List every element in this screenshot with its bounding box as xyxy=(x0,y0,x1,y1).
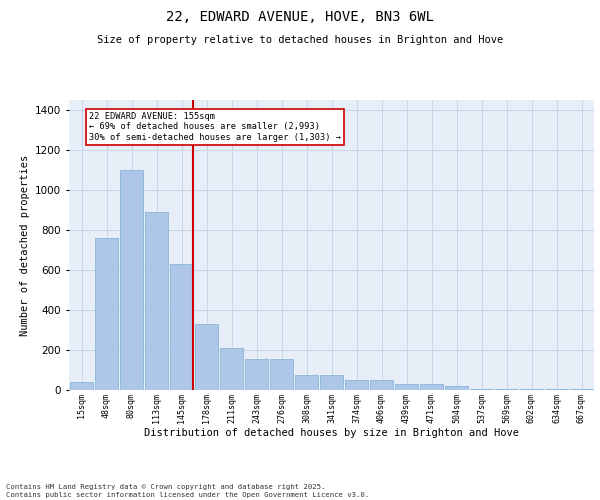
Bar xyxy=(570,389,593,390)
Bar xyxy=(495,389,518,390)
Bar xyxy=(370,380,393,390)
X-axis label: Distribution of detached houses by size in Brighton and Hove: Distribution of detached houses by size … xyxy=(144,428,519,438)
Text: Size of property relative to detached houses in Brighton and Hove: Size of property relative to detached ho… xyxy=(97,35,503,45)
Bar xyxy=(545,389,568,390)
Bar xyxy=(195,324,218,390)
Bar xyxy=(420,384,443,390)
Bar xyxy=(245,359,268,390)
Bar xyxy=(270,359,293,390)
Bar xyxy=(95,238,118,390)
Bar xyxy=(445,386,468,390)
Bar xyxy=(470,389,493,390)
Text: 22, EDWARD AVENUE, HOVE, BN3 6WL: 22, EDWARD AVENUE, HOVE, BN3 6WL xyxy=(166,10,434,24)
Bar xyxy=(70,382,93,390)
Y-axis label: Number of detached properties: Number of detached properties xyxy=(20,154,29,336)
Bar xyxy=(170,264,193,390)
Bar xyxy=(220,348,243,390)
Bar xyxy=(145,212,168,390)
Text: Contains HM Land Registry data © Crown copyright and database right 2025.
Contai: Contains HM Land Registry data © Crown c… xyxy=(6,484,369,498)
Bar xyxy=(295,375,318,390)
Bar xyxy=(345,380,368,390)
Bar xyxy=(395,384,418,390)
Bar xyxy=(120,170,143,390)
Bar xyxy=(320,375,343,390)
Bar xyxy=(520,389,543,390)
Text: 22 EDWARD AVENUE: 155sqm
← 69% of detached houses are smaller (2,993)
30% of sem: 22 EDWARD AVENUE: 155sqm ← 69% of detach… xyxy=(89,112,341,142)
